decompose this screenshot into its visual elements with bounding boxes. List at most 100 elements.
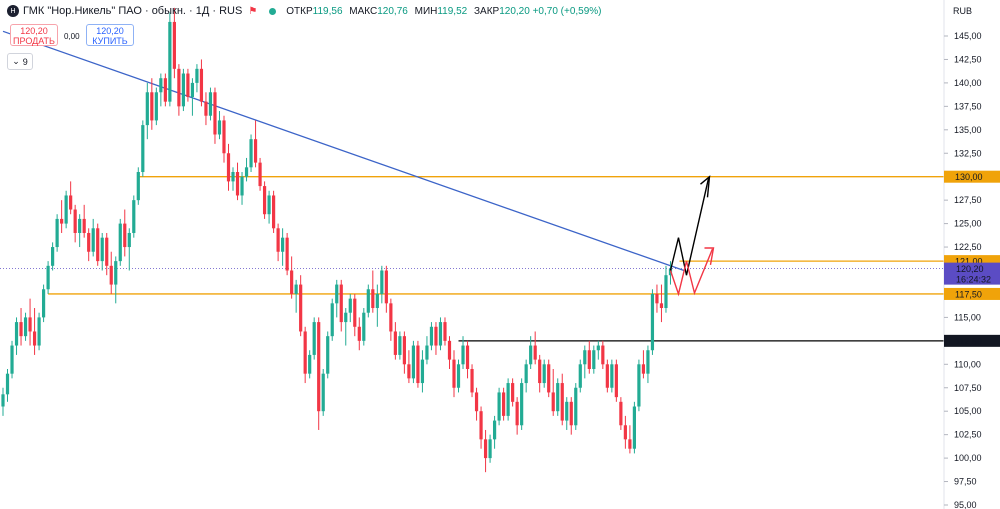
alternate-path-arrow[interactable] (669, 248, 714, 297)
candle-body (330, 303, 334, 337)
candle-body (208, 92, 213, 116)
candle-body (123, 223, 127, 248)
company-logo-icon: Н (7, 5, 19, 17)
candle-body (217, 120, 222, 135)
ohlc-values: ОТКР119,56 МАКС120,76 МИН119,52 ЗАКР120,… (286, 5, 602, 17)
candle-body (5, 373, 10, 395)
candle-body (353, 298, 357, 327)
symbol-title[interactable]: ГМК "Нор.Никель" ПАО · обыкн. · 1Д · RUS (23, 5, 243, 17)
candle-body (231, 172, 235, 182)
bullish-path-arrow[interactable] (669, 178, 710, 276)
chevron-down-icon: ⌄ (12, 56, 20, 66)
candle-body (623, 425, 627, 440)
candle-body (299, 284, 303, 332)
currency-label[interactable]: RUB (952, 6, 972, 16)
candle-body (619, 401, 623, 426)
candle-body (556, 383, 560, 412)
candle-body (91, 228, 95, 252)
candle-body (425, 345, 429, 360)
level-price-label: 112,50 (955, 336, 982, 346)
candle-body (393, 331, 397, 355)
candle-body (551, 392, 555, 412)
candle-body (628, 439, 632, 449)
candle-body (452, 359, 456, 388)
candle-body (456, 364, 461, 388)
candle-body (641, 364, 646, 374)
candle-body (159, 78, 163, 93)
level-price-label: 121,00 (955, 257, 983, 267)
candle-body (574, 387, 578, 426)
candle-body (186, 73, 190, 97)
candle-body (610, 364, 614, 388)
bar-countdown-label: 16:24:32 (956, 275, 991, 285)
candle-body (664, 275, 668, 309)
candle-body (520, 383, 524, 426)
candle-body (389, 303, 393, 332)
axis-tick-label: 122,50 (954, 242, 982, 252)
candle-body (637, 364, 641, 407)
candle-body (14, 322, 19, 346)
candle-body (380, 270, 384, 294)
candle-body (73, 209, 77, 233)
trend-line[interactable] (2, 30, 685, 272)
candle-body (326, 336, 330, 374)
candle-body (240, 176, 244, 196)
candle-body (41, 289, 46, 318)
forecast-arrows[interactable] (669, 175, 715, 297)
candle-body (118, 223, 122, 262)
candle-body (226, 153, 231, 182)
candle-body (474, 392, 479, 412)
candle-body (190, 82, 195, 97)
candle-body (506, 383, 510, 416)
candle-body (172, 21, 176, 69)
axis-tick-label: 145,00 (954, 31, 982, 41)
candle-body (438, 322, 443, 346)
axis-tick-label: 95,00 (954, 500, 977, 509)
buy-label: КУПИТЬ (92, 36, 128, 46)
candle-body (515, 401, 519, 426)
candle-body (312, 322, 316, 355)
candle-body (132, 200, 136, 233)
candle-body (429, 326, 434, 346)
buy-button[interactable]: 120,20 КУПИТЬ (86, 24, 134, 46)
candle-body (262, 186, 267, 215)
candle-body (19, 322, 23, 337)
candle-body (565, 401, 569, 421)
candle-body (560, 383, 564, 421)
candle-body (339, 284, 343, 323)
level-price-label: 117,50 (955, 289, 982, 299)
candle-body (402, 336, 406, 365)
candle-body (78, 218, 82, 233)
indicators-toggle-button[interactable]: ⌄ 9 (7, 53, 33, 70)
candle-body (524, 364, 528, 384)
candle-body (538, 359, 542, 384)
buy-price: 120,20 (96, 26, 124, 36)
candle-body (272, 195, 276, 229)
candle-body (488, 439, 492, 459)
candle-body (181, 73, 185, 107)
candle-body (204, 101, 208, 116)
candle-body (569, 401, 573, 426)
candle-body (348, 298, 352, 313)
candle-body (281, 237, 285, 252)
candle-body (632, 406, 636, 449)
market-status-icon: ⚑ (248, 5, 258, 17)
candle-body (213, 92, 217, 135)
candle-body (244, 167, 249, 177)
sell-price: 120,20 (20, 26, 48, 36)
candle-body (168, 21, 172, 102)
sell-button[interactable]: 120,20 ПРОДАТЬ (10, 24, 58, 46)
candle-body (1, 394, 5, 407)
candle-body (154, 92, 158, 121)
drawing-lines[interactable] (0, 30, 944, 342)
price-axis[interactable]: 145,00 142,50 140,00 137,50 135,00 132,50 127,… (943, 0, 1000, 509)
axis-tick-label: 115,00 (954, 312, 981, 322)
arrowhead-icon (704, 247, 715, 265)
candle-body (416, 345, 420, 384)
candle-body (655, 293, 659, 304)
candle-body (46, 265, 50, 290)
sell-label: ПРОДАТЬ (13, 36, 55, 46)
candle-body (344, 312, 348, 323)
axis-tick-label: 140,00 (954, 78, 982, 88)
